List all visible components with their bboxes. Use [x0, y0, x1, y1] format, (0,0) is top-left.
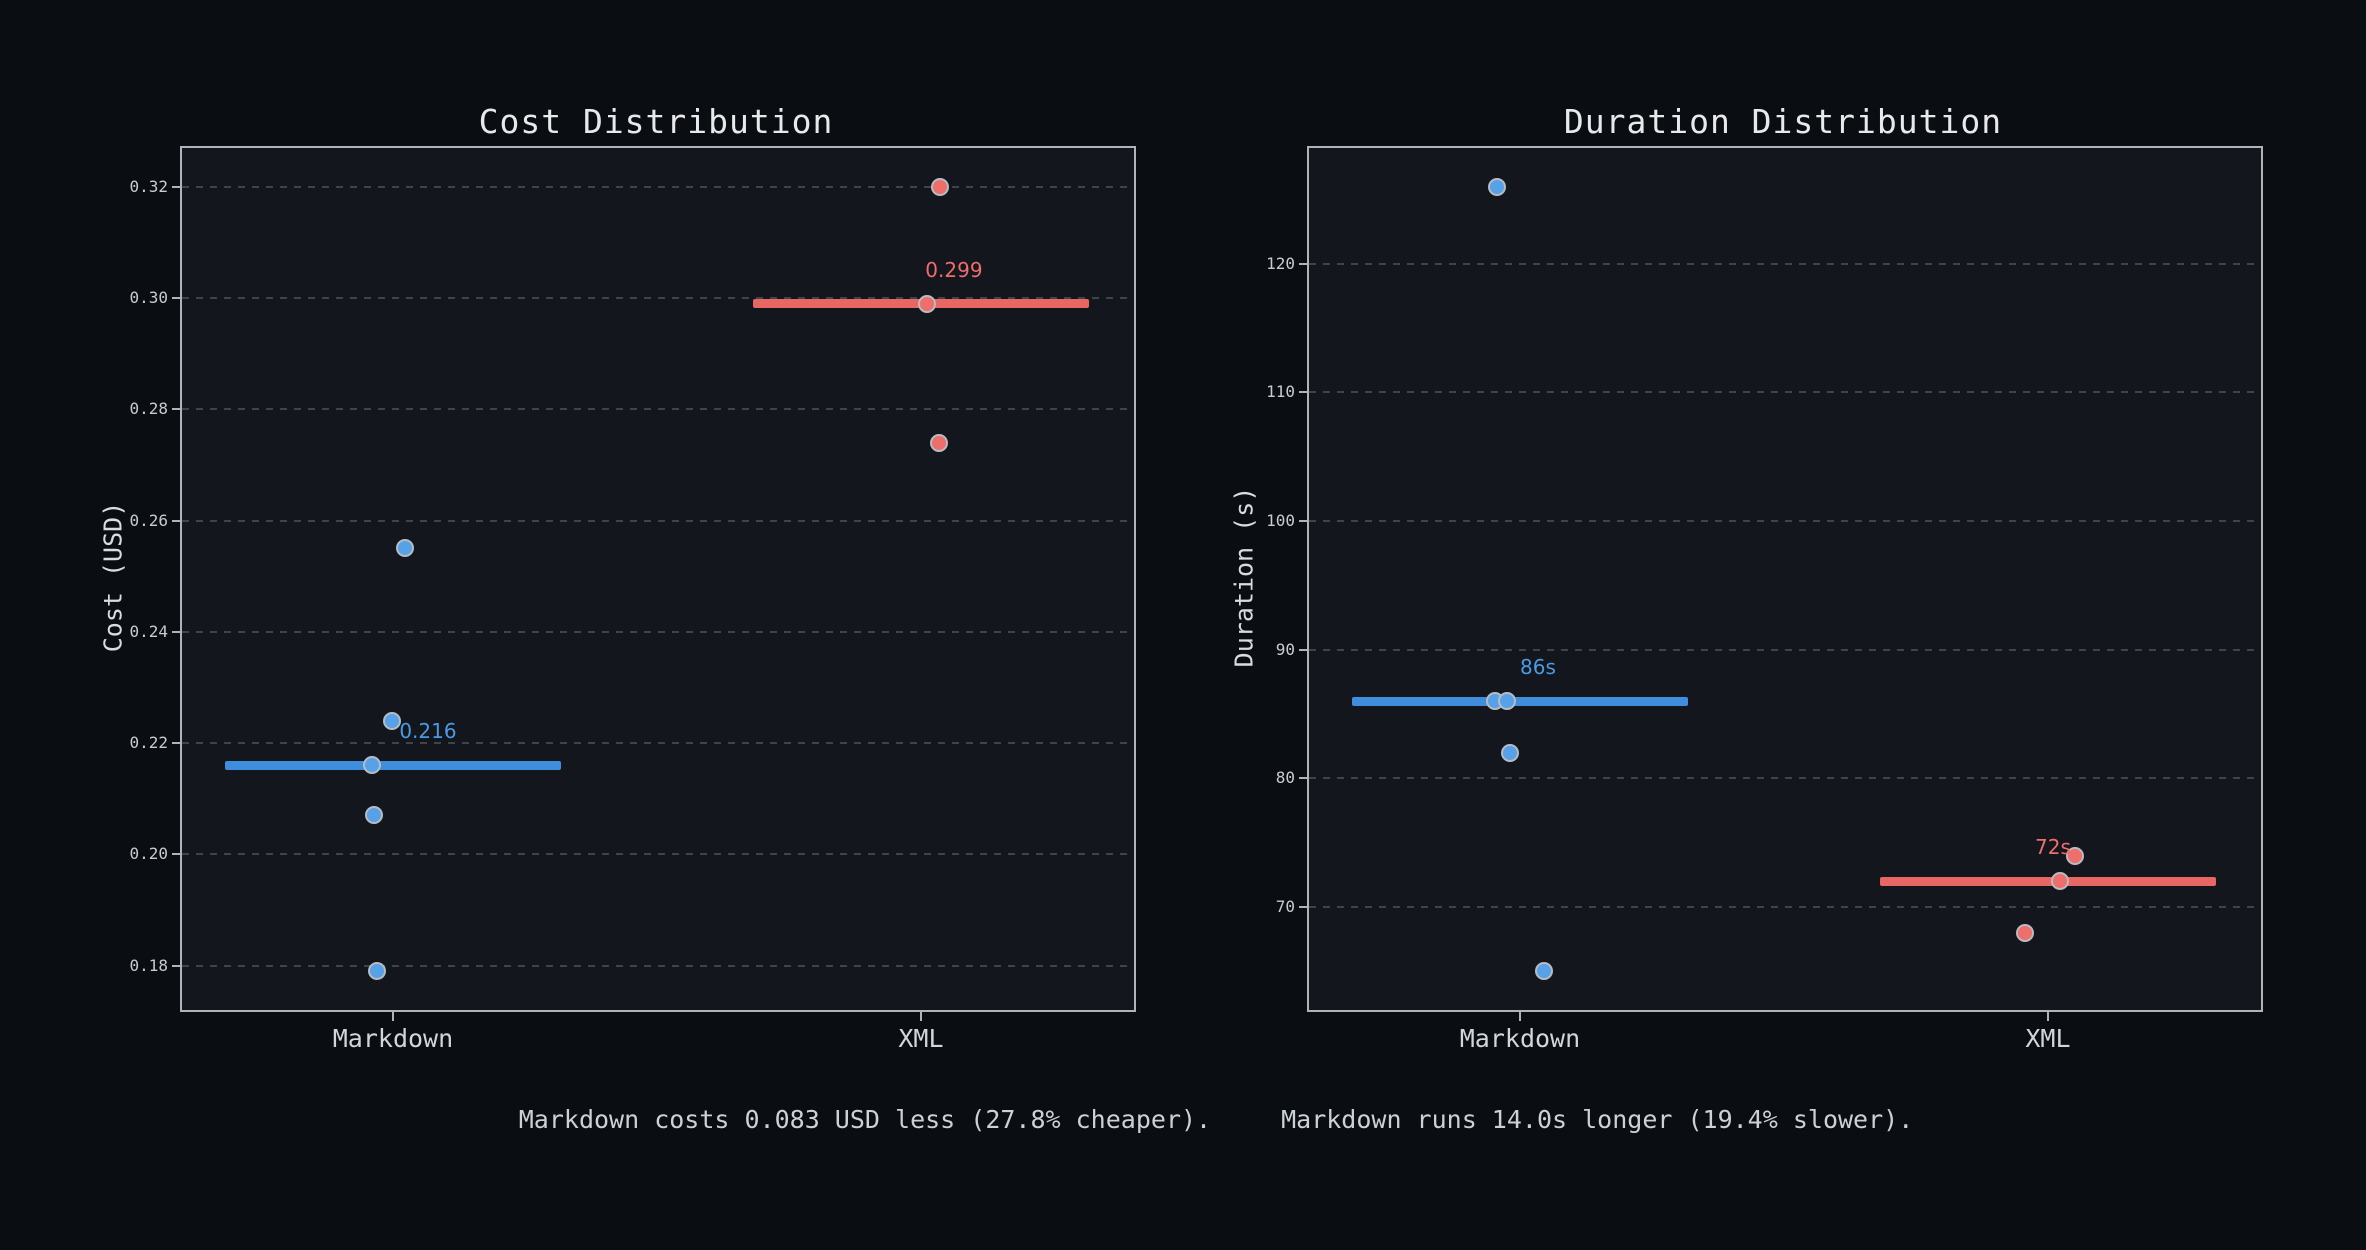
median-line-xml [1879, 876, 2216, 886]
data-point [929, 433, 948, 452]
y-tick-mark [1299, 520, 1307, 523]
y-tick-label: 0.28 [129, 399, 168, 419]
y-tick-label: 0.18 [129, 955, 168, 975]
x-tick-label-xml: XML [2025, 1024, 2071, 1053]
gridline [1309, 648, 2261, 651]
gridline [1309, 520, 2261, 523]
y-tick-label: 0.30 [129, 288, 168, 308]
y-tick-mark [172, 408, 180, 411]
data-point [1534, 962, 1553, 981]
data-point [395, 539, 414, 558]
y-tick-mark [1299, 262, 1307, 265]
y-tick-mark [172, 519, 180, 522]
y-tick-label: 70 [1275, 897, 1295, 917]
data-point [1497, 692, 1516, 711]
median-line-markdown [1351, 696, 1688, 706]
gridline [1309, 262, 2261, 265]
cost-chart-title: Cost Distribution [478, 102, 834, 141]
data-point [930, 177, 949, 196]
y-tick-label: 100 [1266, 511, 1295, 531]
x-tick-label-markdown: Markdown [332, 1024, 454, 1053]
y-tick-mark [172, 297, 180, 300]
x-tick-mark [919, 1012, 922, 1021]
y-tick-label: 90 [1275, 639, 1295, 659]
data-point [2015, 923, 2034, 942]
duration-summary-text: Markdown runs 14.0s longer (19.4% slower… [1281, 1105, 1914, 1134]
y-tick-mark [172, 964, 180, 967]
gridline [182, 630, 1134, 633]
data-point [382, 711, 401, 730]
data-point [917, 294, 936, 313]
x-tick-mark [2046, 1012, 2049, 1021]
y-tick-label: 0.22 [129, 733, 168, 753]
y-tick-label: 0.24 [129, 621, 168, 641]
gridline [1309, 906, 2261, 909]
y-tick-mark [172, 853, 180, 856]
y-tick-label: 80 [1275, 768, 1295, 788]
duration-chart-title: Duration Distribution [1563, 102, 2003, 141]
summary-caption: Markdown costs 0.083 USD less (27.8% che… [33, 1104, 2366, 1136]
gridline [1309, 391, 2261, 394]
data-point [2050, 872, 2069, 891]
gridline [182, 742, 1134, 745]
y-tick-label: 120 [1266, 253, 1295, 273]
gridline [182, 408, 1134, 411]
x-tick-label-xml: XML [898, 1024, 944, 1053]
cost-chart-plot-area: 0.18 0.20 0.22 0.24 0.26 0.28 0.30 0.32 Markdown… [129, 146, 1136, 1053]
x-tick-mark [391, 1012, 394, 1021]
y-tick-label: 0.32 [129, 176, 168, 196]
y-tick-mark [1299, 648, 1307, 651]
cost-summary-text: Markdown costs 0.083 USD less (27.8% che… [518, 1105, 1212, 1134]
gridline [182, 185, 1134, 188]
data-point [367, 962, 386, 981]
x-tick-label-markdown: Markdown [1459, 1024, 1581, 1053]
gridline [182, 519, 1134, 522]
gridline [182, 853, 1134, 856]
gridline [1309, 777, 2261, 780]
y-tick-label: 0.20 [129, 844, 168, 864]
y-tick-mark [1299, 391, 1307, 394]
data-point [362, 756, 381, 775]
data-point [2065, 846, 2084, 865]
y-tick-mark [1299, 777, 1307, 780]
median-value-label: 0.299 [925, 257, 983, 282]
x-tick-mark [1518, 1012, 1521, 1021]
y-tick-mark [172, 742, 180, 745]
y-tick-label: 0.26 [129, 510, 168, 530]
data-point [1500, 743, 1519, 762]
data-point [1487, 177, 1506, 196]
median-value-label: 0.216 [399, 719, 457, 744]
median-value-label: 86s [1520, 655, 1556, 680]
y-tick-mark [172, 630, 180, 633]
median-value-label: 72s [2035, 835, 2071, 860]
y-tick-mark [172, 185, 180, 188]
gridline [182, 964, 1134, 967]
duration-chart-plot-area: 70 80 90 100 110 120 Markdown XML 86s 72s [1266, 146, 2263, 1053]
gridline [182, 297, 1134, 300]
median-line-markdown [224, 760, 561, 770]
y-tick-mark [1299, 906, 1307, 909]
data-point [364, 806, 383, 825]
y-tick-label: 110 [1266, 382, 1295, 402]
